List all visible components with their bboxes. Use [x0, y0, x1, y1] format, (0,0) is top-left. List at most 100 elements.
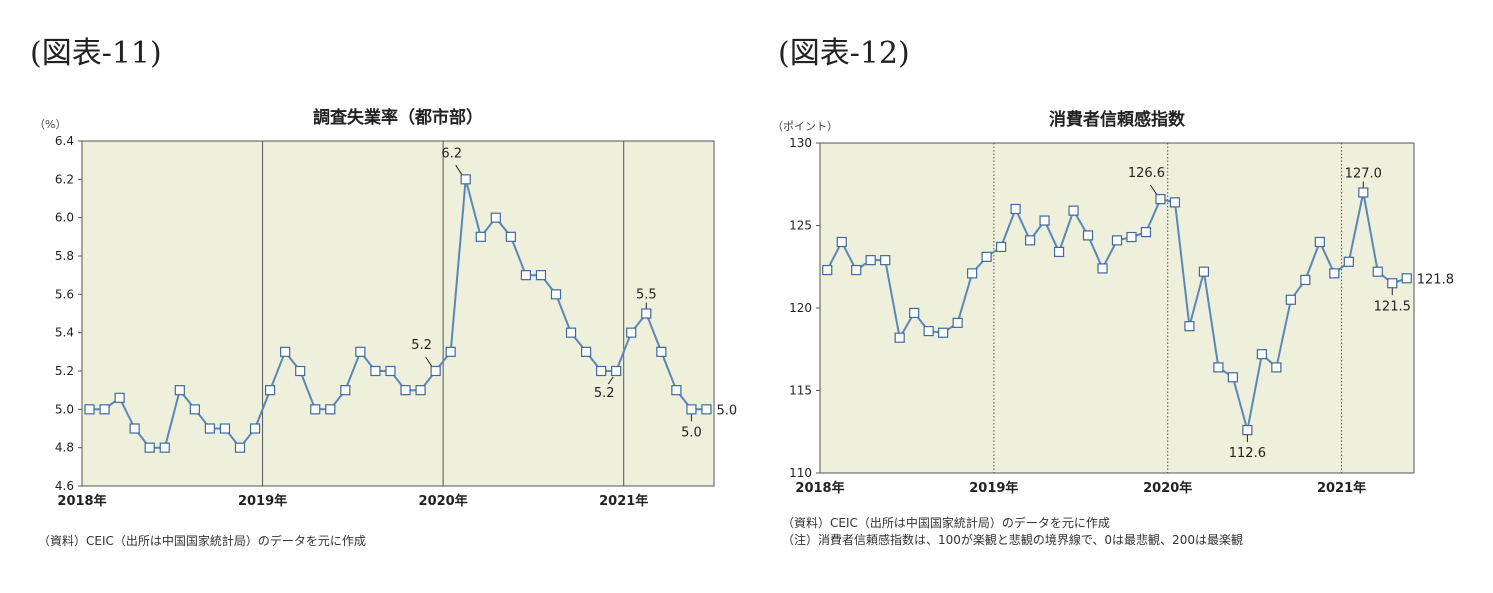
c1-point-22: [1140, 227, 1152, 238]
c1-point-38: [1372, 266, 1383, 277]
c0-x-tick-0: 2018年: [57, 493, 106, 509]
c1-point-7: [923, 326, 934, 337]
c1-point-26: [1198, 266, 1210, 277]
c0-point-8: [204, 423, 216, 434]
c1-point-4: [880, 255, 891, 266]
c1-x-tick-1: 2019年: [969, 480, 1018, 496]
c0-annotation-leader-0: [425, 356, 433, 367]
figure-label-11: (図表-11): [30, 36, 162, 71]
c0-data-label-0: 5.2: [411, 338, 432, 353]
c0-point-1: [99, 404, 110, 415]
c1-point-27: [1213, 362, 1224, 373]
c0-x-tick-1: 2019年: [238, 493, 287, 509]
c1-y-tick-3: 125: [789, 219, 812, 233]
c1-point-21: [1126, 231, 1137, 243]
c1-y-tick-4: 130: [789, 136, 812, 150]
c1-point-6: [909, 307, 920, 319]
c0-point-6: [174, 385, 185, 396]
unemployment-chart: 調査失業率（都市部） （%） 2018年 2019年 2020年 2021年 4.6 4.8 5…: [34, 107, 737, 509]
c0-point-23: [430, 365, 441, 377]
c0-point-33: [580, 346, 592, 357]
c0-point-5: [159, 442, 170, 453]
c0-x-tick-2: 2020年: [419, 493, 468, 509]
c1-point-29: [1242, 425, 1253, 436]
c1-data-label-4: 121.8: [1417, 272, 1454, 287]
c1-point-17: [1068, 205, 1079, 216]
c0-point-37: [641, 308, 652, 319]
c1-x-tick-3: 2021年: [1317, 480, 1366, 496]
c1-point-11: [981, 251, 992, 262]
c1-x-tick-2: 2020年: [1143, 480, 1192, 496]
c0-point-24: [445, 346, 456, 357]
c0-point-35: [611, 365, 622, 377]
c0-point-3: [129, 423, 140, 434]
c0-point-19: [370, 365, 381, 377]
c1-point-28: [1227, 372, 1239, 383]
c0-point-4: [144, 442, 155, 453]
c0-point-30: [535, 270, 547, 281]
c0-point-18: [355, 346, 366, 357]
c1-y-tick-1: 115: [789, 384, 812, 398]
c1-unit-label: （ポイント）: [772, 120, 838, 133]
c0-point-0: [84, 404, 95, 415]
c0-y-tick-8: 6.2: [55, 172, 74, 186]
c0-y-tick-2: 5.0: [55, 402, 74, 416]
c1-data-label-2: 127.0: [1345, 167, 1382, 182]
consumer-confidence-chart: 消費者信頼感指数 （ポイント） 2018年 2019年 2020年 2021年 110 115…: [772, 109, 1454, 496]
c0-annotation-leader-1: [455, 165, 463, 175]
c0-data-label-5: 5.0: [716, 403, 737, 418]
c1-point-5: [894, 332, 905, 343]
c1-point-14: [1024, 235, 1036, 246]
c0-data-label-1: 6.2: [441, 146, 462, 161]
c0-point-7: [189, 404, 200, 415]
c1-point-2: [851, 264, 862, 276]
c1-title: 消費者信頼感指数: [1049, 109, 1186, 130]
source-note-right: （資料）CEIC（出所は中国国家統計局）のデータを元に作成: [782, 516, 1110, 530]
c0-y-tick-5: 5.6: [55, 287, 74, 301]
c1-point-31: [1271, 362, 1282, 373]
c1-point-18: [1082, 230, 1094, 241]
c1-point-39: [1387, 278, 1398, 289]
source-note-left: （資料）CEIC（出所は中国国家統計局）のデータを元に作成: [38, 534, 366, 548]
c1-point-33: [1300, 274, 1311, 286]
c0-point-27: [490, 212, 501, 223]
c1-point-35: [1329, 268, 1340, 279]
c1-point-32: [1285, 294, 1296, 305]
c0-x-tick-3: 2021年: [599, 493, 648, 509]
c0-point-25: [460, 174, 471, 185]
c0-data-label-4: 5.0: [681, 425, 702, 440]
c1-point-15: [1039, 215, 1050, 226]
c0-point-21: [400, 385, 411, 396]
c0-unit-label: （%）: [34, 118, 66, 131]
c0-point-34: [596, 365, 607, 377]
c0-y-tick-3: 5.2: [55, 364, 74, 378]
c1-data-label-3: 121.5: [1374, 299, 1411, 314]
c0-point-28: [505, 231, 516, 242]
c0-point-32: [565, 327, 577, 338]
c1-point-25: [1184, 321, 1195, 332]
c0-annotation-leader-2: [607, 376, 614, 385]
c0-title: 調査失業率（都市部）: [313, 107, 483, 128]
c1-point-30: [1256, 349, 1267, 360]
c1-point-9: [952, 317, 963, 328]
c1-point-19: [1097, 263, 1108, 274]
c0-point-12: [264, 385, 276, 396]
c0-point-14: [295, 365, 306, 377]
c0-point-15: [310, 404, 321, 415]
c1-y-tick-0: 110: [789, 466, 812, 480]
c1-point-40: [1401, 273, 1412, 284]
c1-data-label-0: 126.6: [1128, 166, 1165, 181]
c1-x-tick-0: 2018年: [795, 480, 844, 496]
c1-point-20: [1111, 235, 1123, 246]
c0-point-31: [550, 289, 562, 300]
c0-y-tick-0: 4.6: [55, 479, 74, 493]
c0-y-tick-1: 4.8: [55, 441, 74, 455]
c0-point-29: [520, 270, 532, 281]
c0-point-16: [325, 404, 336, 415]
c0-point-10: [234, 442, 246, 453]
definition-note-right: （注）消費者信頼感指数は、100が楽観と悲観の境界線で、0は最悲観、200は最楽…: [782, 533, 1243, 547]
c1-point-3: [865, 255, 876, 266]
c0-data-label-2: 5.2: [594, 386, 615, 401]
c1-point-8: [938, 327, 949, 338]
c0-point-26: [475, 231, 486, 242]
